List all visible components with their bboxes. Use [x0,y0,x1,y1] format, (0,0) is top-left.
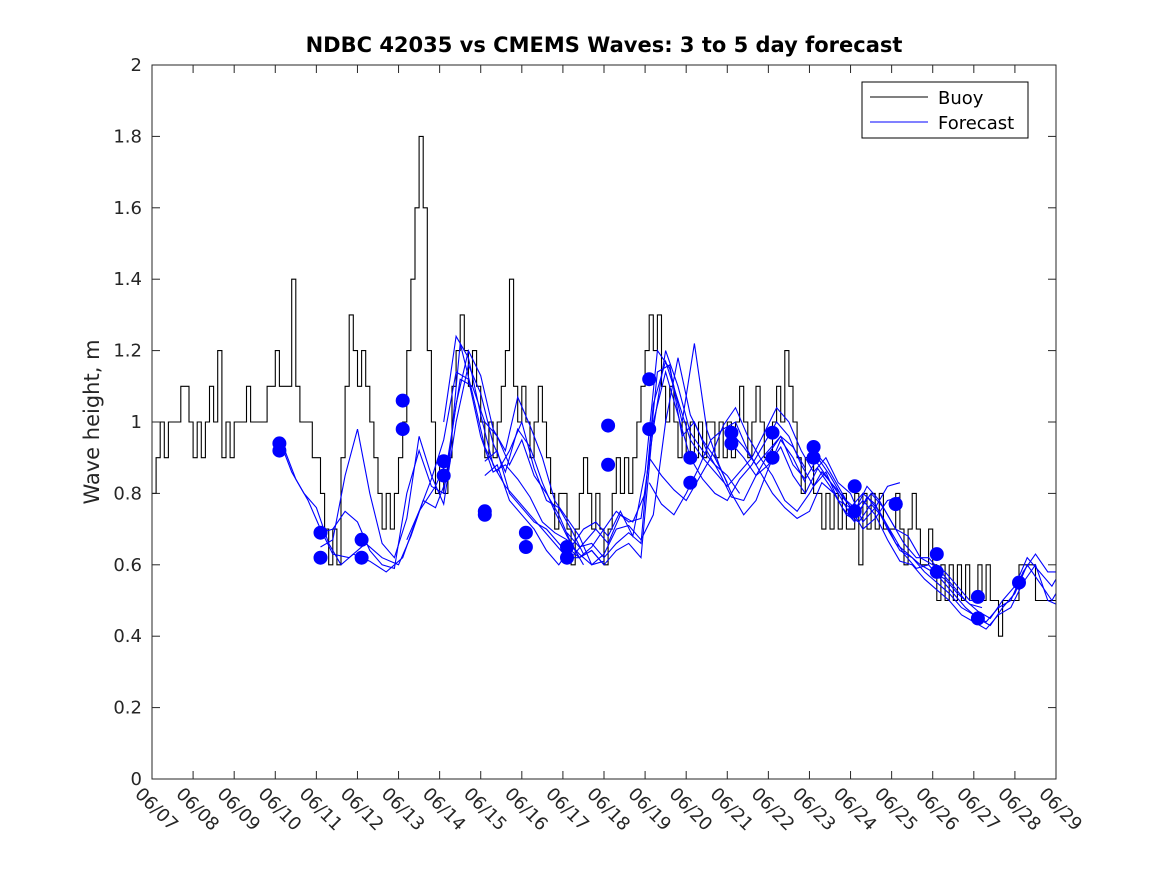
buoy-series-line [152,135,1056,637]
y-tick-label: 1 [131,412,142,433]
chart-title: NDBC 42035 vs CMEMS Waves: 3 to 5 day fo… [306,33,903,57]
forecast-series-line-8 [484,343,806,566]
y-tick-label: 0 [131,769,142,790]
forecast-point-32 [888,497,903,512]
forecast-point-30 [847,504,862,519]
y-tick-label: 1.6 [113,198,142,219]
forecast-point-4 [313,550,328,565]
forecast-series-line-6 [443,334,741,559]
forecast-point-5 [354,532,369,547]
forecast-point-14 [518,540,533,554]
forecast-point-18 [601,457,616,472]
forecast-series-line-12 [648,421,983,609]
forecast-point-25 [765,425,780,440]
forecast-point-37 [1012,575,1026,590]
forecast-point-16 [560,550,574,565]
legend-box [861,81,1029,139]
forecast-point-24 [724,436,739,451]
forecast-series-line-4 [320,363,605,566]
forecast-point-26 [765,450,780,465]
forecast-point-36 [970,611,985,626]
forecast-series-line-3 [320,348,605,570]
forecast-point-3 [313,525,328,540]
y-tick-label: 2 [131,55,142,76]
forecast-point-10 [436,468,451,483]
y-axis-label: Wave height, m [80,339,104,504]
forecast-point-34 [929,564,944,579]
legend: Buoy Forecast [861,81,1029,139]
y-tick-label: 0.2 [113,698,142,719]
forecast-point-8 [395,422,410,437]
forecast-point-20 [642,422,657,437]
forecast-point-12 [477,507,492,522]
forecast-point-35 [970,589,985,604]
forecast-series-line-13 [730,432,1056,620]
legend-label-buoy: Buoy [938,88,984,109]
forecast-point-29 [847,479,862,494]
y-tick-label: 0.6 [113,555,142,576]
forecast-point-17 [601,418,616,433]
y-tick-label: 0.8 [113,483,142,504]
forecast-point-13 [518,525,533,540]
y-tick-label: 0.4 [113,626,142,647]
plot-area [152,135,1056,637]
forecast-point-28 [806,450,821,465]
forecast-series-line-5 [406,357,728,566]
forecast-point-21 [683,450,698,465]
forecast-point-33 [929,547,944,562]
forecast-point-2 [272,443,287,458]
forecast-point-6 [354,550,369,565]
y-tick-label: 1.8 [113,126,142,147]
forecast-point-9 [436,454,451,469]
forecast-point-19 [642,372,657,387]
legend-label-forecast: Forecast [938,113,1014,134]
y-tick-label: 1.2 [113,341,142,362]
forecast-series-line-9 [566,359,901,559]
forecast-point-7 [395,393,410,408]
forecast-point-22 [683,475,698,490]
forecast-series-line-11 [648,406,982,602]
y-tick-label: 1.4 [113,269,142,290]
forecast-series-line-14 [730,443,1056,627]
